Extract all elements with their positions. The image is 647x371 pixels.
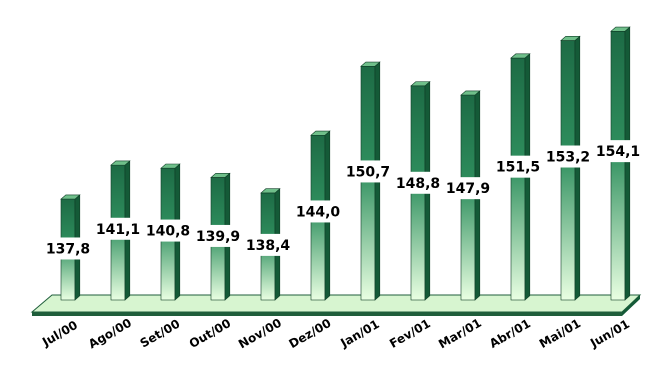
bar-Mai/01 <box>560 35 581 301</box>
data-label-box <box>141 219 195 242</box>
data-label-box <box>491 155 545 178</box>
x-tick-label: Jun/01 <box>587 317 632 351</box>
bar-front <box>610 30 626 301</box>
data-label-text: 139,9 <box>196 229 240 245</box>
data-label-Dez/00: 144,0 <box>291 200 345 223</box>
x-tick-label: Jul/00 <box>39 318 80 350</box>
data-label-text: 138,4 <box>246 238 291 254</box>
bar-top <box>260 188 281 194</box>
data-label-Jun/01: 154,1 <box>591 140 645 163</box>
x-tick-label: Dez/00 <box>287 316 334 351</box>
data-label-box <box>391 171 445 194</box>
x-tick-label: Mar/01 <box>436 316 484 352</box>
data-label-box <box>291 200 345 223</box>
bar-front <box>360 65 376 301</box>
data-label-Mai/01: 153,2 <box>541 145 595 168</box>
data-label-text: 154,1 <box>596 144 640 160</box>
data-label-box <box>341 160 395 183</box>
x-tick-label: Out/00 <box>187 316 233 351</box>
bar-top <box>160 163 181 169</box>
data-label-Nov/00: 138,4 <box>241 233 295 256</box>
bar-top <box>410 81 431 87</box>
bar-top <box>110 160 131 166</box>
data-label-text: 148,8 <box>396 176 440 192</box>
data-label-Jul/00: 137,8 <box>41 237 95 260</box>
bar-top <box>460 90 481 96</box>
bar-front <box>510 57 526 301</box>
x-tick-label: Fev/01 <box>387 316 433 351</box>
x-axis-ticks: Jul/00 Ago/00 Set/00 Out/00 Nov/00 Dez/00 Jan/… <box>39 316 632 352</box>
x-tick-label: Abr/01 <box>487 316 533 351</box>
data-label-box <box>541 145 595 168</box>
bar-top <box>510 53 531 59</box>
data-label-box <box>591 140 645 163</box>
data-label-Abr/01: 151,5 <box>491 155 545 178</box>
bar-side <box>624 26 631 301</box>
x-tick-label: Jan/01 <box>337 317 381 351</box>
data-label-Out/00: 139,9 <box>191 224 245 247</box>
data-label-Set/00: 140,8 <box>141 219 195 242</box>
x-tick-label: Nov/00 <box>236 316 284 352</box>
data-label-text: 150,7 <box>346 164 390 180</box>
bar-top <box>210 172 231 178</box>
data-label-box <box>191 224 245 247</box>
x-tick-label: Ago/00 <box>86 316 134 352</box>
data-label-text: 151,5 <box>496 160 540 176</box>
data-label-text: 137,8 <box>46 241 90 257</box>
chart-floor <box>30 294 642 316</box>
data-label-box <box>441 177 495 200</box>
bar-top <box>360 61 381 67</box>
data-labels: 137,8 141,1 140,8 139,9 138,4 144,0 150,7 148,8… <box>41 140 645 260</box>
floor-edge <box>32 312 622 316</box>
data-label-text: 144,0 <box>296 204 341 220</box>
bar-front <box>560 40 576 301</box>
floor-side <box>622 295 640 316</box>
data-label-Fev/01: 148,8 <box>391 171 445 194</box>
data-label-text: 153,2 <box>546 150 590 166</box>
data-label-text: 140,8 <box>146 224 190 240</box>
bar-top <box>60 194 81 200</box>
data-label-Jan/01: 150,7 <box>341 160 395 183</box>
data-label-Ago/00: 141,1 <box>91 217 145 240</box>
data-label-text: 147,9 <box>446 181 490 197</box>
bar-Jan/01 <box>360 61 381 301</box>
bar-top <box>560 36 581 41</box>
bar-side <box>574 35 581 301</box>
bar-top <box>610 26 631 32</box>
data-label-text: 141,1 <box>96 222 140 238</box>
data-label-box <box>241 233 295 256</box>
x-tick-label: Mai/01 <box>537 316 583 351</box>
data-label-Mar/01: 147,9 <box>441 177 495 200</box>
bar-Jun/01 <box>610 26 631 301</box>
data-label-box <box>91 217 145 240</box>
bar-top <box>310 130 331 136</box>
data-label-box <box>41 237 95 260</box>
x-tick-label: Set/00 <box>138 317 183 351</box>
